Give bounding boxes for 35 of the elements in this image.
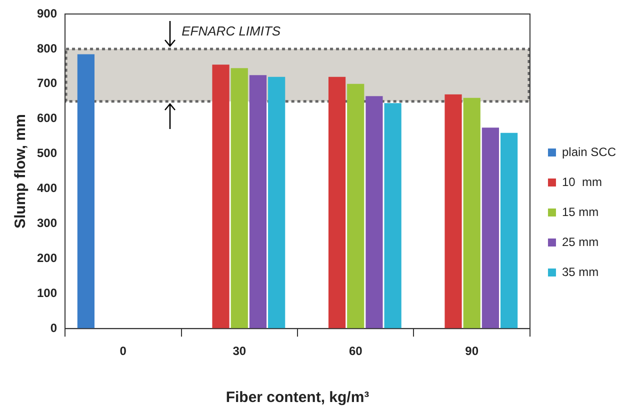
band-label: EFNARC LIMITS bbox=[182, 24, 281, 39]
x-tick-label: 60 bbox=[348, 344, 363, 358]
y-tick-label: 900 bbox=[36, 6, 58, 20]
legend-label: 15 mm bbox=[562, 204, 599, 219]
y-tick-label: 100 bbox=[36, 286, 58, 300]
bar bbox=[268, 76, 286, 329]
bar bbox=[328, 76, 346, 329]
legend-label: plain SCC bbox=[562, 144, 616, 159]
bar bbox=[500, 132, 518, 329]
bar bbox=[212, 64, 230, 329]
bar bbox=[463, 98, 480, 329]
bar bbox=[347, 84, 364, 329]
y-tick-label: 700 bbox=[36, 76, 58, 90]
y-tick-label: 500 bbox=[36, 146, 58, 160]
bar bbox=[249, 75, 267, 329]
x-tick-label: 0 bbox=[120, 344, 127, 358]
y-tick-label: 0 bbox=[50, 320, 58, 335]
x-axis-title: Fiber content, kg/m³ bbox=[226, 389, 370, 406]
y-tick-label: 600 bbox=[36, 111, 58, 126]
y-tick-label: 200 bbox=[36, 251, 58, 265]
legend-label: 35 mm bbox=[562, 264, 599, 279]
y-axis-title: Slump flow, mm bbox=[12, 114, 30, 229]
bar bbox=[366, 96, 383, 329]
y-tick-label: 800 bbox=[36, 41, 58, 56]
bar bbox=[384, 103, 402, 329]
x-tick-label: 30 bbox=[232, 344, 246, 358]
bar bbox=[444, 94, 462, 329]
bar bbox=[230, 68, 248, 329]
bar bbox=[482, 128, 500, 329]
legend-label: 10 mm bbox=[562, 174, 602, 189]
y-tick-label: 300 bbox=[36, 216, 58, 230]
bar bbox=[77, 54, 94, 329]
y-tick-label: 400 bbox=[36, 181, 58, 196]
legend-label: 25 mm bbox=[562, 234, 599, 249]
x-tick-label: 90 bbox=[465, 344, 479, 358]
